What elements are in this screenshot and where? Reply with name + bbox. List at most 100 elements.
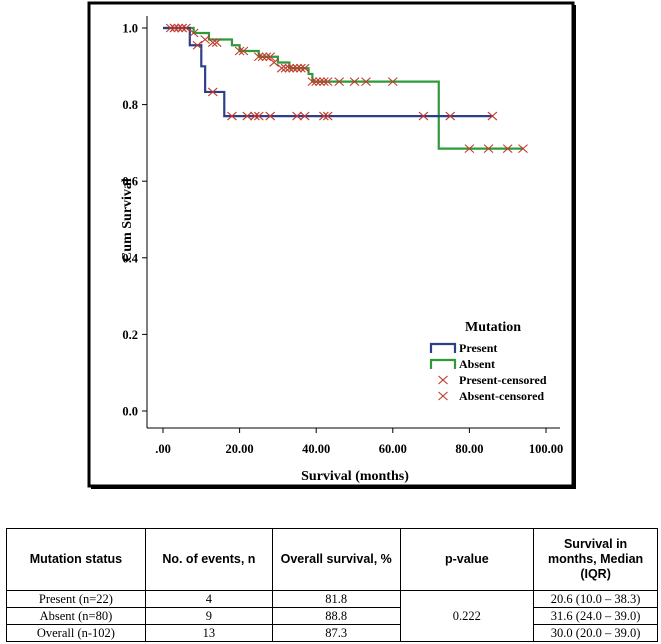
censor-stroke [257, 52, 268, 62]
censor-stroke [502, 144, 513, 154]
censor-mark-absent [265, 52, 276, 62]
cell-status: Present (n=22) [6, 590, 146, 608]
censor-mark-absent [307, 77, 318, 87]
censor-stroke [207, 38, 218, 47]
censor-stroke [292, 111, 302, 121]
x-tick-label: 60.00 [379, 442, 407, 456]
censor-mark-absent [349, 77, 360, 87]
censor-mark-absent [261, 52, 272, 62]
censor-stroke [315, 77, 325, 87]
legend-symbol-present [429, 342, 457, 353]
censor-mark-absent [311, 77, 322, 87]
censor-mark-absent [169, 23, 180, 33]
x-ticks: .00 20.00 40.00 60.00 80.00 100.00 [155, 428, 563, 456]
legend-symbol-absent [429, 358, 457, 369]
header-events: No. of events, n [144, 528, 273, 591]
censor-stroke [242, 111, 253, 121]
header-median-survival: Survival in months, Median (IQR) [533, 528, 658, 591]
cell-overall: 81.8 [271, 590, 401, 608]
censor-stroke [299, 63, 310, 73]
y-tick-label: 1.0 [122, 22, 138, 36]
censor-stroke [483, 144, 494, 154]
x-tick-label: 100.00 [529, 442, 563, 456]
km-chart: Survival (months) Cum Survival .00 20.00 4… [87, 1, 576, 489]
censor-mark-absent [296, 63, 306, 73]
legend-label-present-censored: Present-censored [459, 373, 547, 387]
censor-mark-present [253, 111, 264, 121]
censor-mark-present [207, 87, 218, 97]
frame-shadow-right [572, 5, 576, 489]
censor-stroke [518, 144, 528, 154]
censor-mark-absent [276, 63, 287, 73]
censor-stroke [387, 77, 398, 87]
censor-stroke [487, 111, 498, 121]
cell-events: 4 [144, 590, 273, 608]
cell-median: 31.6 (24.0 – 39.0) [533, 607, 658, 625]
censor-stroke [265, 111, 276, 121]
censor-stroke [165, 23, 176, 33]
censor-stroke [261, 52, 272, 62]
table-row: Present (n=22) 4 81.8 0.222 20.6 (10.0 –… [6, 590, 658, 642]
censor-stroke [227, 111, 237, 121]
y-tick-label: 0.6 [122, 175, 138, 189]
censor-stroke [269, 58, 279, 67]
censor-stroke [238, 46, 249, 56]
censor-mark-absent [188, 28, 199, 38]
header-overall-survival: Overall survival, % [271, 528, 401, 591]
censor-stroke [250, 111, 260, 121]
censor-stroke [253, 111, 264, 121]
censor-stroke [438, 375, 448, 385]
censor-stroke [318, 111, 329, 121]
censor-mark-present [418, 111, 429, 121]
censor-mark-present [445, 111, 456, 121]
chart-frame [87, 1, 575, 488]
censor-marks [165, 23, 528, 154]
legend-symbol-absent-censored [438, 391, 448, 401]
cell-status: Overall (n-102) [6, 624, 146, 642]
legend-symbols [429, 342, 457, 401]
y-tick-label: 0.8 [122, 98, 138, 112]
censor-mark-absent [269, 58, 279, 67]
censor-mark-absent [211, 38, 222, 47]
censor-stroke [445, 111, 456, 121]
legend-title: Mutation [465, 320, 521, 335]
legend-label-present: Present [459, 341, 497, 355]
cell-median: 20.6 (10.0 – 38.3) [533, 590, 658, 608]
legend: Mutation Present Absent Present-censored… [429, 320, 547, 403]
legend-label-absent-censored: Absent-censored [459, 389, 544, 403]
censor-stroke [349, 77, 360, 87]
censor-mark-absent [253, 52, 264, 62]
censor-stroke [438, 391, 448, 401]
censor-mark-absent [173, 23, 184, 33]
censor-mark-present [265, 111, 276, 121]
legend-symbol-present-censored [438, 375, 448, 385]
censor-mark-absent [334, 77, 345, 87]
censor-mark-present [192, 40, 203, 50]
censor-mark-absent [299, 63, 310, 73]
header-p-value: p-value [399, 528, 535, 591]
censor-stroke [307, 77, 318, 87]
censor-stroke [292, 63, 302, 73]
censor-mark-absent [177, 23, 188, 33]
cell-median: 30.0 (20.0 – 39.0) [533, 624, 658, 642]
cell-events: 13 [144, 624, 273, 642]
y-tick-label: 0.4 [122, 251, 138, 265]
censor-stroke [207, 87, 218, 97]
censor-stroke [322, 111, 333, 121]
cell-status: Absent (n=80) [6, 607, 146, 625]
censor-mark-absent [288, 63, 299, 73]
censor-mark-absent [464, 144, 475, 154]
censor-stroke [296, 63, 306, 73]
censor-stroke [322, 77, 333, 87]
x-tick-label: 80.00 [455, 442, 483, 456]
censor-stroke [169, 23, 180, 33]
cell-overall: 87.3 [271, 624, 401, 642]
censor-stroke [181, 23, 191, 33]
censor-stroke [276, 63, 287, 73]
table-row: Overall (n-102) 13 87.3 30.0 (20.0 – 39.… [6, 624, 658, 642]
censor-mark-absent [322, 77, 333, 87]
censor-stroke [311, 77, 322, 87]
censor-mark-absent [483, 144, 494, 154]
legend-label-absent: Absent [459, 357, 495, 371]
y-axis-title: Cum Survival [120, 178, 135, 262]
